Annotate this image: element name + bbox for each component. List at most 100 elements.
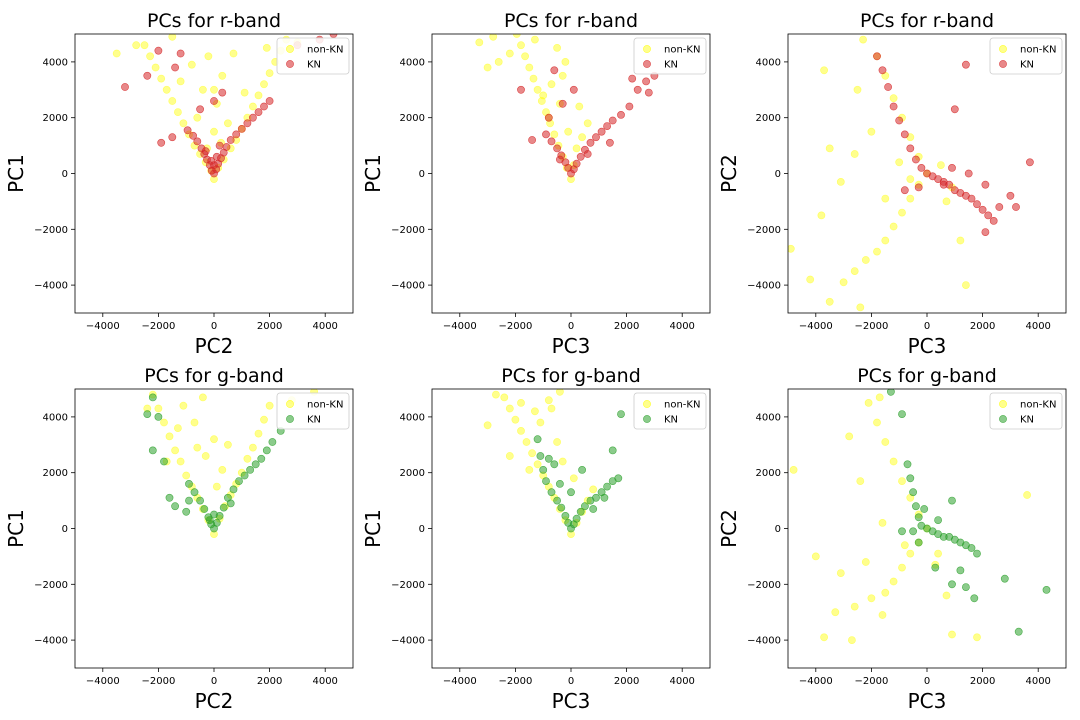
data-point [257,454,266,463]
data-point [235,477,243,485]
data-point [962,281,970,289]
scatter-panel-1: −4000 −4000 −2000 −2000 0 0 2000 2000 4000 4000 PC… [4,10,354,358]
y-tick-label: 0 [62,169,68,180]
data-point [887,389,895,396]
data-point [561,58,570,66]
data-point [644,88,653,97]
data-point [625,102,634,111]
data-point [171,502,179,511]
data-point [542,130,550,139]
x-axis-label: PC2 [195,689,234,713]
x-tick-label: 2000 [257,321,282,332]
data-point [906,549,915,558]
data-point [237,124,246,133]
data-point [948,630,956,639]
data-point [525,63,534,72]
data-point [820,66,828,75]
data-point [912,502,920,511]
scatter-panel-2: −4000 −4000 −2000 −2000 0 0 2000 2000 4000 4000 PC… [361,10,711,358]
data-point [210,85,218,94]
data-point [229,485,238,494]
data-point [978,205,987,214]
data-point [989,216,998,225]
data-point [517,41,525,50]
data-point [820,633,828,642]
data-point [544,396,553,405]
data-point [576,507,585,516]
x-tick-label: −2000 [498,676,532,687]
data-point [240,471,249,480]
x-tick-label: 4000 [312,676,337,687]
data-point [984,211,993,220]
x-tick-label: 2000 [257,676,282,687]
data-point [121,83,129,91]
data-point [962,60,970,69]
data-point [160,457,168,466]
data-point [522,438,531,446]
data-point [223,119,232,128]
data-point [547,488,556,497]
data-point [861,558,870,566]
data-point [895,158,904,167]
data-point [859,35,867,44]
plot-area [789,389,1051,644]
x-tick-label: 2000 [970,321,995,332]
data-point [260,102,268,111]
data-point [254,429,263,438]
data-point [162,85,171,94]
y-tick-label: −2000 [747,225,781,236]
data-point [614,474,623,483]
data-point [898,527,906,536]
data-point [962,583,970,591]
data-point [154,404,163,413]
data-point [232,130,241,139]
data-point [226,499,235,508]
data-point [176,77,185,86]
legend-marker [643,45,651,53]
data-point [243,119,252,128]
data-point [531,407,539,416]
data-point [973,549,981,558]
x-tick-label: −2000 [141,676,175,687]
data-point [831,608,840,617]
data-point [572,144,581,153]
y-tick-label: 4000 [756,412,781,423]
data-point [179,119,188,128]
y-tick-label: −2000 [747,580,781,591]
data-point [970,594,979,603]
data-point [187,60,196,69]
data-point [489,34,498,41]
data-point [265,69,274,77]
panel-title: PCs for g-band [144,365,284,387]
data-point [1012,203,1020,211]
data-point [525,465,534,474]
legend-marker [643,60,651,68]
data-point [642,77,650,86]
data-point [218,88,227,97]
data-point [517,398,525,407]
data-point [850,150,859,158]
y-tick-label: 2000 [756,113,781,124]
x-tick-label: −4000 [86,321,120,332]
y-tick-label: 4000 [43,412,68,423]
data-point [900,130,909,139]
legend-marker [286,415,294,423]
legend-label: KN [307,415,321,426]
legend-label: KN [1020,415,1034,426]
data-point [995,203,1004,211]
data-point [608,116,617,125]
y-tick-label: 2000 [400,113,425,124]
plot-area [143,389,318,538]
data-point [223,440,232,449]
data-point [205,516,214,524]
data-point [981,228,990,236]
data-point [547,80,556,89]
legend-box [989,37,1063,75]
data-point [553,438,561,446]
data-point [157,138,166,147]
data-point [547,137,556,146]
data-point [494,58,503,66]
legend-box [633,392,707,430]
data-point [583,119,592,128]
y-axis-label: PC2 [717,509,741,548]
